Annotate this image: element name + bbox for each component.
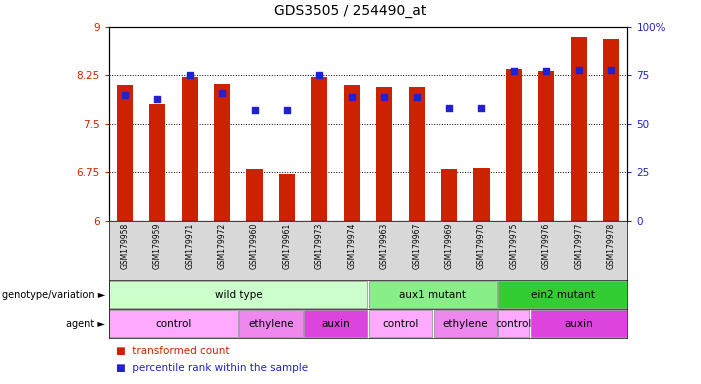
Text: ethylene: ethylene xyxy=(442,318,488,329)
Point xyxy=(281,107,292,113)
Bar xyxy=(409,87,425,221)
Bar xyxy=(369,310,433,337)
Point xyxy=(314,72,325,78)
Text: GSM179976: GSM179976 xyxy=(542,223,551,269)
Bar xyxy=(473,168,489,221)
Bar xyxy=(369,281,497,308)
Text: auxin: auxin xyxy=(321,318,350,329)
Bar xyxy=(279,174,295,221)
Point xyxy=(217,90,228,96)
Point xyxy=(184,72,196,78)
Text: GSM179977: GSM179977 xyxy=(574,223,583,269)
Bar xyxy=(376,87,393,221)
Text: GSM179967: GSM179967 xyxy=(412,223,421,269)
Bar xyxy=(441,169,457,221)
Point xyxy=(119,92,130,98)
Bar xyxy=(247,169,263,221)
Bar xyxy=(109,281,367,308)
Point xyxy=(249,107,260,113)
Point xyxy=(540,68,552,74)
Bar xyxy=(571,36,587,221)
Text: ■  percentile rank within the sample: ■ percentile rank within the sample xyxy=(116,363,308,373)
Text: GSM179958: GSM179958 xyxy=(121,223,130,269)
Bar xyxy=(239,310,303,337)
Point xyxy=(573,66,585,73)
Text: ethylene: ethylene xyxy=(248,318,294,329)
Text: GSM179974: GSM179974 xyxy=(347,223,356,269)
Text: GSM179973: GSM179973 xyxy=(315,223,324,269)
Text: GSM179971: GSM179971 xyxy=(185,223,194,269)
Point xyxy=(508,68,519,74)
Bar xyxy=(182,77,198,221)
Text: auxin: auxin xyxy=(564,318,593,329)
Text: ■  transformed count: ■ transformed count xyxy=(116,346,229,356)
Point xyxy=(606,66,617,73)
Bar xyxy=(109,310,238,337)
Text: GSM179959: GSM179959 xyxy=(153,223,162,269)
Point xyxy=(476,105,487,111)
Bar xyxy=(498,310,529,337)
Text: control: control xyxy=(156,318,191,329)
Point xyxy=(411,94,422,100)
Bar xyxy=(506,69,522,221)
Bar xyxy=(603,38,619,221)
Text: GSM179969: GSM179969 xyxy=(444,223,454,269)
Bar xyxy=(433,310,497,337)
Text: GSM179975: GSM179975 xyxy=(510,223,519,269)
Bar xyxy=(117,85,133,221)
Text: wild type: wild type xyxy=(215,290,262,300)
Text: GSM179972: GSM179972 xyxy=(217,223,226,269)
Bar xyxy=(498,281,627,308)
Text: GSM179970: GSM179970 xyxy=(477,223,486,269)
Point xyxy=(346,94,358,100)
Text: GSM179963: GSM179963 xyxy=(380,223,389,269)
Bar xyxy=(304,310,367,337)
Text: GSM179961: GSM179961 xyxy=(283,223,292,269)
Text: agent ►: agent ► xyxy=(67,318,105,329)
Bar xyxy=(531,310,627,337)
Text: control: control xyxy=(496,318,532,329)
Bar xyxy=(538,71,554,221)
Text: aux1 mutant: aux1 mutant xyxy=(400,290,466,300)
Point xyxy=(444,105,455,111)
Text: GDS3505 / 254490_at: GDS3505 / 254490_at xyxy=(274,4,427,18)
Text: ein2 mutant: ein2 mutant xyxy=(531,290,594,300)
Text: control: control xyxy=(382,318,418,329)
Bar xyxy=(214,84,230,221)
Text: GSM179960: GSM179960 xyxy=(250,223,259,269)
Point xyxy=(379,94,390,100)
Text: genotype/variation ►: genotype/variation ► xyxy=(2,290,105,300)
Bar xyxy=(343,85,360,221)
Point xyxy=(151,96,163,102)
Bar xyxy=(311,77,327,221)
Bar xyxy=(149,104,165,221)
Text: GSM179978: GSM179978 xyxy=(606,223,615,269)
